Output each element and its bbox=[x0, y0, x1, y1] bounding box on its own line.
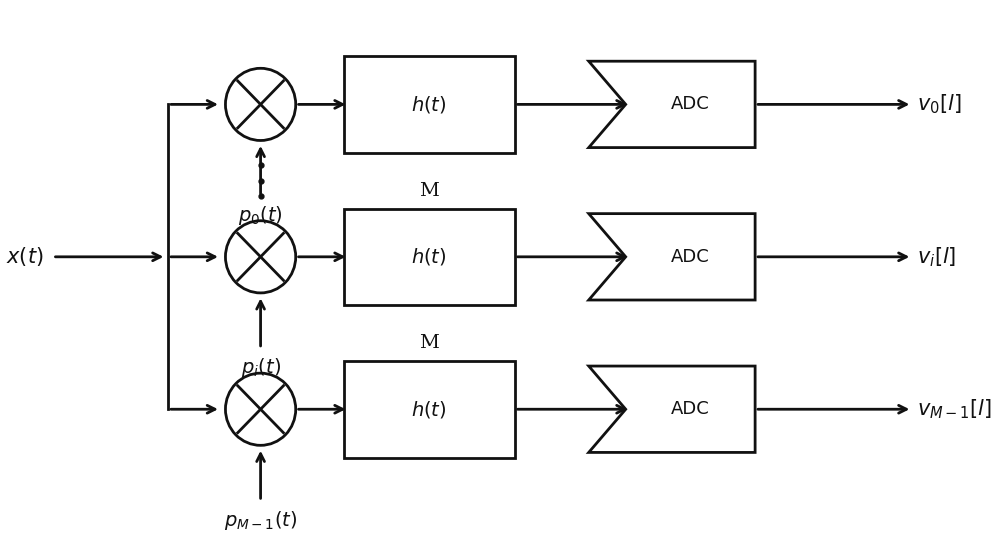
Text: $p_0(t)$: $p_0(t)$ bbox=[238, 204, 283, 227]
Bar bbox=[344, 361, 515, 457]
Text: ADC: ADC bbox=[671, 400, 710, 418]
Text: ADC: ADC bbox=[671, 95, 710, 113]
Polygon shape bbox=[589, 366, 755, 453]
Text: $p_{M-1}(t)$: $p_{M-1}(t)$ bbox=[224, 509, 297, 532]
Text: $h(t)$: $h(t)$ bbox=[411, 399, 447, 420]
Text: $x(t)$: $x(t)$ bbox=[6, 246, 43, 269]
Text: ADC: ADC bbox=[671, 248, 710, 266]
Text: $h(t)$: $h(t)$ bbox=[411, 94, 447, 115]
Text: $v_i[l]$: $v_i[l]$ bbox=[917, 245, 956, 269]
Text: $p_i(t)$: $p_i(t)$ bbox=[241, 356, 281, 379]
Text: $v_0[l]$: $v_0[l]$ bbox=[917, 93, 961, 116]
Polygon shape bbox=[589, 61, 755, 148]
Polygon shape bbox=[589, 213, 755, 300]
Bar bbox=[344, 209, 515, 305]
Text: M: M bbox=[419, 182, 439, 200]
Text: M: M bbox=[419, 334, 439, 352]
Bar bbox=[344, 56, 515, 152]
Text: $v_{M-1}[l]$: $v_{M-1}[l]$ bbox=[917, 398, 992, 421]
Text: $h(t)$: $h(t)$ bbox=[411, 246, 447, 268]
